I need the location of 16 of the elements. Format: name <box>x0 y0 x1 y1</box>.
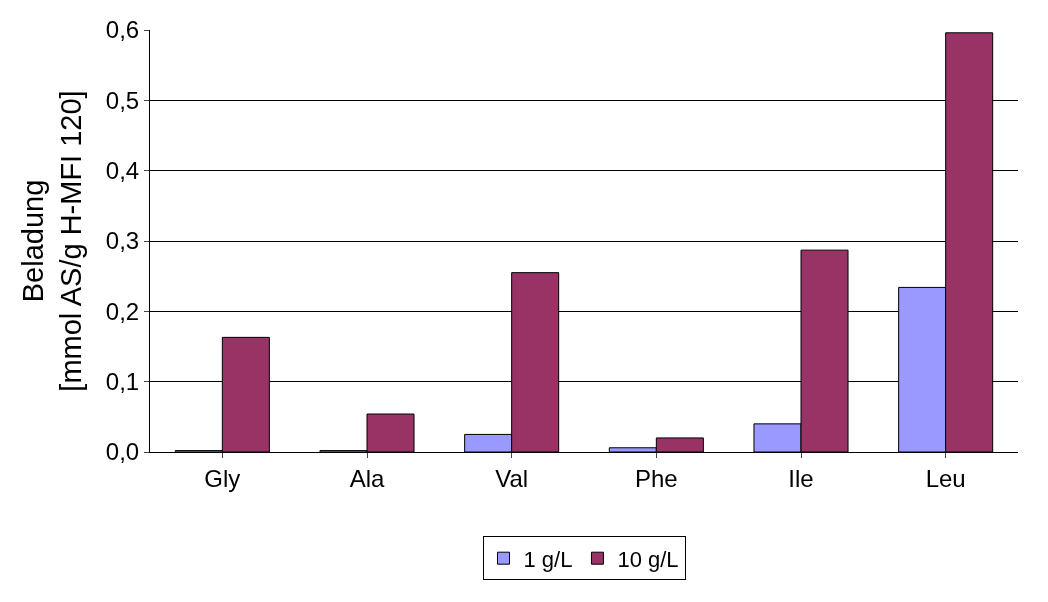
y-axis-title: Beladung [mmol AS/g H-MFI 120] <box>17 90 88 392</box>
legend-label: 1 g/L <box>523 546 573 572</box>
y-tick-label: 0,3 <box>105 227 140 255</box>
y-tick-label: 0,0 <box>105 438 140 466</box>
y-tick-label: 0,5 <box>105 86 140 114</box>
x-tick-label: Leu <box>925 464 966 492</box>
y-tick-label: 0,2 <box>105 297 140 325</box>
x-tick-label: Gly <box>204 464 241 492</box>
y-tick-label: 0,1 <box>105 368 140 396</box>
x-tick-label: Phe <box>634 464 678 492</box>
x-tick-label: Val <box>495 464 529 492</box>
y-tick-label: 0,6 <box>105 16 140 44</box>
y-tick-label: 0,4 <box>105 157 140 185</box>
x-tick-label: Ile <box>788 464 814 492</box>
x-tick-label: Ala <box>349 464 385 492</box>
legend-label: 10 g/L <box>617 546 679 572</box>
